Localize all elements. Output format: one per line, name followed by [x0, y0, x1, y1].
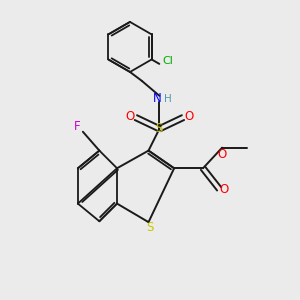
Text: N: N	[153, 92, 161, 105]
Text: Cl: Cl	[162, 56, 173, 66]
Text: S: S	[156, 122, 163, 135]
Text: O: O	[218, 148, 227, 160]
Text: O: O	[184, 110, 194, 123]
Text: O: O	[125, 110, 135, 123]
Text: H: H	[164, 94, 172, 104]
Text: F: F	[74, 120, 81, 133]
Text: S: S	[146, 221, 154, 234]
Text: O: O	[220, 183, 229, 196]
